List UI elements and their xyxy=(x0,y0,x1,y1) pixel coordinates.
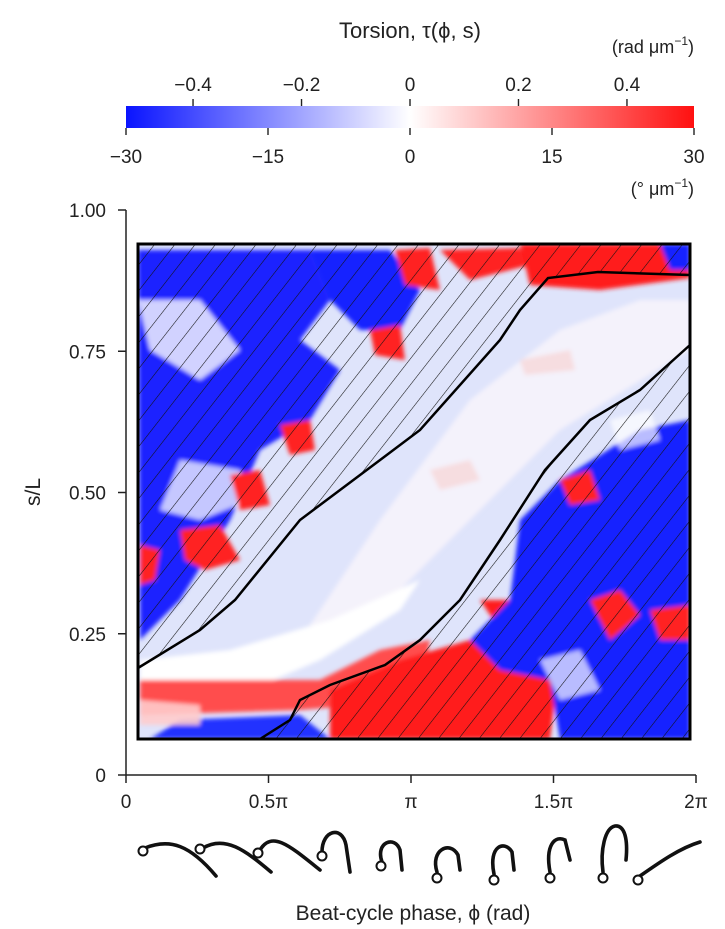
waveform-icon-7 xyxy=(488,844,516,886)
y-tick-label: 1.00 xyxy=(69,201,106,222)
heatmap-area xyxy=(138,244,690,739)
colorbar-top-tick-label: 0.2 xyxy=(505,75,531,96)
x-tick-label: 2π xyxy=(684,792,708,813)
colorbar-bottom-tick-label: −15 xyxy=(252,147,284,168)
colorbar-title: Torsion, τ(ϕ, s) xyxy=(339,18,481,43)
colorbar-top-tick-label: 0.4 xyxy=(614,75,641,96)
y-tick-label: 0.25 xyxy=(69,625,106,646)
colorbar-bottom-tick-label: 15 xyxy=(541,147,562,168)
waveform-icon-9 xyxy=(597,824,629,884)
colorbar-bottom-unit: (° μm−1) xyxy=(631,176,694,199)
waveform-icon-3 xyxy=(252,839,322,872)
waveform-icon-2 xyxy=(194,841,273,874)
hatched-region-lower xyxy=(260,345,690,739)
y-axis-ticks: 0 0.25 0.50 0.75 1.00 xyxy=(69,201,126,787)
colorbar-bottom-ticks: −30 −15 0 15 30 xyxy=(110,128,705,168)
waveform-icon-1 xyxy=(137,841,218,878)
colorbar-bottom-tick-label: 30 xyxy=(683,147,704,168)
waveform-icon-8 xyxy=(544,837,572,884)
waveform-icon-4 xyxy=(316,830,352,874)
x-tick-label: π xyxy=(404,792,417,813)
beat-waveform-icons xyxy=(137,824,702,886)
waveform-icon-6 xyxy=(431,846,462,884)
waveform-icon-10 xyxy=(632,840,702,886)
colorbar-bottom-tick-label: −30 xyxy=(110,147,142,168)
colorbar-top-tick-label: −0.2 xyxy=(283,75,321,96)
colorbar-gradient xyxy=(126,106,694,128)
waveform-icon-5 xyxy=(375,840,404,872)
y-tick-label: 0.75 xyxy=(69,342,106,363)
x-axis-label: Beat-cycle phase, ϕ (rad) xyxy=(296,902,531,925)
y-tick-label: 0.50 xyxy=(69,484,106,505)
y-axis-label: s/L xyxy=(22,478,45,506)
x-axis-ticks: 0 0.5π π 1.5π 2π xyxy=(121,775,708,813)
x-tick-label: 0.5π xyxy=(249,792,289,813)
colorbar-bottom-tick-label: 0 xyxy=(405,147,416,168)
colorbar-top-ticks: −0.4 −0.2 0 0.2 0.4 xyxy=(174,75,641,106)
x-tick-label: 1.5π xyxy=(534,792,574,813)
colorbar-top-tick-label: −0.4 xyxy=(174,75,212,96)
y-tick-label: 0 xyxy=(95,766,106,787)
colorbar-top-tick-label: 0 xyxy=(405,75,416,96)
x-tick-label: 0 xyxy=(121,792,132,813)
hatched-region-upper xyxy=(138,244,690,668)
colorbar-top-unit: (rad μm−1) xyxy=(612,34,694,57)
